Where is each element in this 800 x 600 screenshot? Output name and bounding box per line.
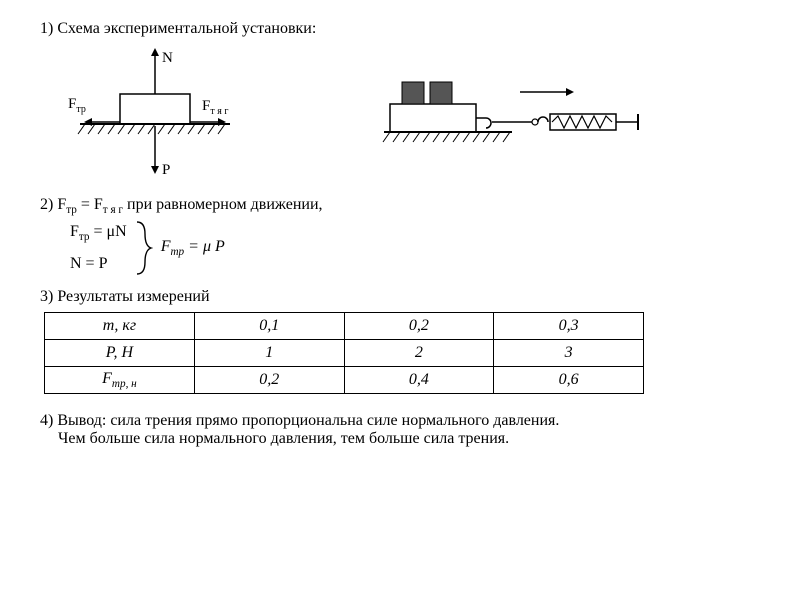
row-label: Fтр, н [45, 367, 195, 394]
label-Fpull: Fт я г [202, 98, 228, 117]
formula-result: Fтр = μ P [161, 238, 225, 258]
section-1: 1) Схема экспериментальной установки: [40, 20, 760, 184]
label-P: P [162, 162, 170, 178]
section-2: 2) Fтр = Fт я г при равномерном движении… [40, 196, 760, 276]
row-label: m, кг [45, 313, 195, 340]
table-cell: 3 [494, 340, 644, 367]
weight-1 [402, 82, 424, 104]
section-3: 3) Результаты измерений m, кг 0,1 0,2 0,… [40, 288, 760, 394]
label-Ffriction: Fтр [68, 96, 86, 115]
force-diagram: N P Fтр Fт я г [50, 44, 260, 184]
ground-hatch [78, 124, 225, 134]
section-4: 4) Вывод: сила трения прямо пропорционал… [40, 412, 760, 448]
section-2-line: 2) Fтр = Fт я г при равномерном движении… [40, 196, 760, 216]
results-table: m, кг 0,1 0,2 0,3 P, H 1 2 3 Fтр, н 0,2 … [44, 312, 644, 394]
table-row: m, кг 0,1 0,2 0,3 [45, 313, 644, 340]
table-cell: 0,6 [494, 367, 644, 394]
section-3-heading: 3) Результаты измерений [40, 288, 760, 306]
label-N: N [162, 50, 173, 66]
arrow-Fpull: Fт я г [190, 98, 228, 126]
table-cell: 0,1 [194, 313, 344, 340]
formula-eq2: N = P [70, 255, 127, 273]
row-label: P, H [45, 340, 195, 367]
table-cell: 0,2 [344, 313, 494, 340]
spring-diagram [380, 64, 660, 164]
conclusion-line-1: 4) Вывод: сила трения прямо пропорционал… [40, 412, 760, 430]
spring-base-block [390, 104, 476, 132]
table-cell: 1 [194, 340, 344, 367]
conclusion-line-2: Чем больше сила нормального давления, те… [58, 430, 760, 448]
hook-right [538, 117, 548, 122]
page-root: 1) Схема экспериментальной установки: [0, 0, 800, 600]
table-row: Fтр, н 0,2 0,4 0,6 [45, 367, 644, 394]
brace-left-formulas: Fтр = μN N = P [70, 223, 127, 273]
brace-icon [135, 220, 153, 276]
table-row: P, H 1 2 3 [45, 340, 644, 367]
formula-block: Fтр = μN N = P Fтр = μ P [70, 220, 760, 276]
arrow-Ffriction: Fтр [68, 96, 120, 126]
arrow-P: P [151, 126, 170, 178]
table-cell: 0,4 [344, 367, 494, 394]
block-rect [120, 94, 190, 124]
arrow-N: N [151, 48, 173, 94]
table-cell: 2 [344, 340, 494, 367]
formula-eq1: Fтр = μN [70, 223, 127, 243]
spring-ground-hatch [383, 132, 510, 142]
hook-left [476, 118, 491, 128]
diagrams-row: N P Fтр Fт я г [50, 44, 760, 184]
section-1-heading: 1) Схема экспериментальной установки: [40, 20, 760, 38]
motion-arrow [520, 88, 574, 96]
table-cell: 0,2 [194, 367, 344, 394]
section-2-text: при равномерном движении, [127, 196, 323, 213]
table-cell: 0,3 [494, 313, 644, 340]
weight-2 [430, 82, 452, 104]
string-ring [532, 119, 538, 125]
